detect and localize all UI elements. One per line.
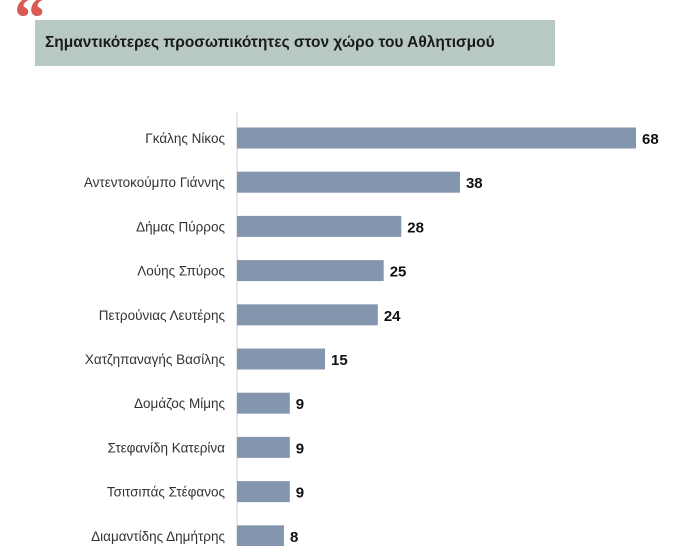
category-label: Γκάλης Νίκος [145, 131, 225, 146]
category-label: Χατζηπαναγής Βασίλης [85, 352, 226, 367]
data-label: 28 [407, 219, 424, 236]
data-label: 9 [296, 396, 304, 413]
category-label: Πετρούνιας Λευτέρης [99, 308, 226, 323]
data-label: 24 [384, 308, 401, 325]
bar [237, 348, 326, 370]
data-label: 15 [331, 352, 348, 369]
bar [237, 260, 384, 282]
chart-bars: Γκάλης Νίκος 68 Αντεντοκούμπο Γιάννης 38 Δήμ… [84, 127, 659, 546]
data-label: 38 [466, 175, 483, 192]
category-label: Δομάζος Μίμης [134, 396, 225, 411]
data-label: 9 [296, 440, 304, 457]
category-label: Δήμας Πύρρος [136, 219, 225, 234]
bar [237, 525, 284, 546]
data-label: 9 [296, 485, 304, 502]
data-label: 68 [642, 131, 659, 148]
data-label: 25 [390, 264, 407, 281]
chart-title-banner: Σημαντικότερες προσωπικότητες στον χώρο … [35, 20, 555, 66]
chart-title: Σημαντικότερες προσωπικότητες στον χώρο … [45, 34, 495, 51]
category-label: Τσιτσιπάς Στέφανος [107, 485, 226, 500]
bar [237, 436, 290, 458]
quote-mark-icon: “ [14, 0, 46, 53]
bar [237, 304, 378, 326]
category-label: Διαμαντίδης Δημήτρης [91, 529, 225, 544]
bar [237, 481, 290, 503]
bar [237, 215, 402, 237]
data-label: 8 [290, 529, 298, 546]
bar [237, 171, 460, 193]
bar [237, 127, 636, 149]
category-label: Λούης Σπύρος [137, 264, 225, 279]
category-label: Αντεντοκούμπο Γιάννης [84, 175, 226, 190]
category-label: Στεφανίδη Κατερίνα [108, 440, 226, 455]
bar [237, 392, 290, 414]
